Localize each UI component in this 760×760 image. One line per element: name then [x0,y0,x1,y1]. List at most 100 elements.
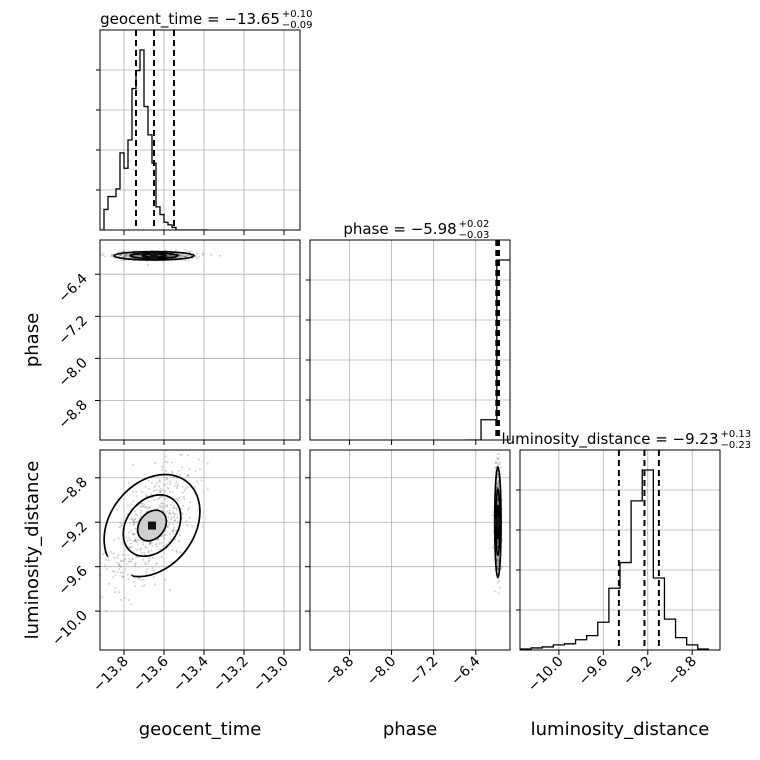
sample-point [119,559,122,562]
sample-point [176,484,179,487]
sample-point [123,254,126,257]
sample-point [496,558,499,561]
sample-point [187,473,190,476]
sample-point [172,528,175,531]
sample-point [206,462,209,465]
sample-point [120,560,123,563]
sample-point [139,578,142,581]
title-main: phase = −5.98 [343,220,456,238]
sample-point [146,568,149,571]
sample-point [496,478,499,481]
sample-point [150,481,153,484]
sample-point [148,543,151,546]
sample-point [175,529,178,532]
sample-point [179,550,182,553]
sample-point [199,468,202,471]
sample-point [179,253,182,256]
sample-point [164,470,167,473]
sample-point [191,524,194,527]
sample-point [134,564,137,567]
sample-point [188,251,191,254]
sample-point [147,506,150,509]
sample-point [120,598,123,601]
sample-point [168,512,171,515]
x-tick-label: −9.2 [620,654,655,689]
sample-point [196,257,199,260]
sample-point [147,560,150,563]
y-tick-label: −6.4 [55,271,90,306]
sample-point [181,491,184,494]
sample-point [133,532,136,535]
sample-point [159,480,162,483]
sample-point [499,461,502,464]
sample-point [156,507,159,510]
sample-point [190,254,193,257]
sample-point [179,255,182,258]
sample-point [139,516,142,519]
sample-point [497,567,500,570]
sample-point [497,556,500,559]
sample-point [171,530,174,533]
sample-point [169,254,172,257]
sample-point [497,458,500,461]
sample-point [161,502,164,505]
sample-point [128,536,131,539]
sample-point [134,537,137,540]
title-main: geocent_time = −13.65 [100,10,280,29]
y-axis-label: luminosity_distance [22,461,43,640]
sample-point [131,557,134,560]
sample-point [196,252,199,255]
sample-point [198,255,201,258]
sample-point [123,254,126,257]
sample-point [141,502,144,505]
sample-point [105,558,108,561]
sample-point [137,255,140,258]
sample-point [124,253,127,256]
sample-point [159,490,162,493]
sample-point [176,508,179,511]
sample-point [125,254,128,257]
sample-point [132,522,135,525]
sample-point [127,561,130,564]
sample-point [497,539,500,542]
sample-point [174,249,177,252]
sample-point [175,481,178,484]
sample-point [497,480,500,483]
sample-point [125,255,128,258]
sample-point [167,524,170,527]
sample-point [145,573,148,576]
sample-point [143,503,146,506]
sample-point [118,568,121,571]
sample-point [197,458,200,461]
sample-point [117,554,120,557]
sample-point [160,555,163,558]
sample-point [93,553,95,555]
sample-point [194,254,197,257]
sample-point [168,254,171,257]
sample-point [178,256,181,259]
sample-point [130,503,133,506]
title-minus: −0.09 [282,20,313,31]
sample-point [133,510,136,513]
sample-point [124,253,127,256]
sample-point [155,562,158,565]
sample-point [200,434,202,436]
sample-point [491,514,494,517]
sample-point [116,556,119,559]
sample-point [144,506,147,509]
sample-point [160,505,163,508]
sample-point [139,511,142,514]
sample-point [179,551,182,554]
sample-point [126,573,129,576]
sample-point [132,580,135,583]
sample-point [117,255,120,258]
sample-point [165,543,168,546]
sample-point [132,491,135,494]
sample-point [142,541,145,544]
sample-point [177,500,180,503]
sample-point [161,489,164,492]
sample-point [125,562,128,565]
x-tick-label: −8.8 [322,654,357,689]
sample-point [150,541,153,544]
sample-point [183,489,186,492]
